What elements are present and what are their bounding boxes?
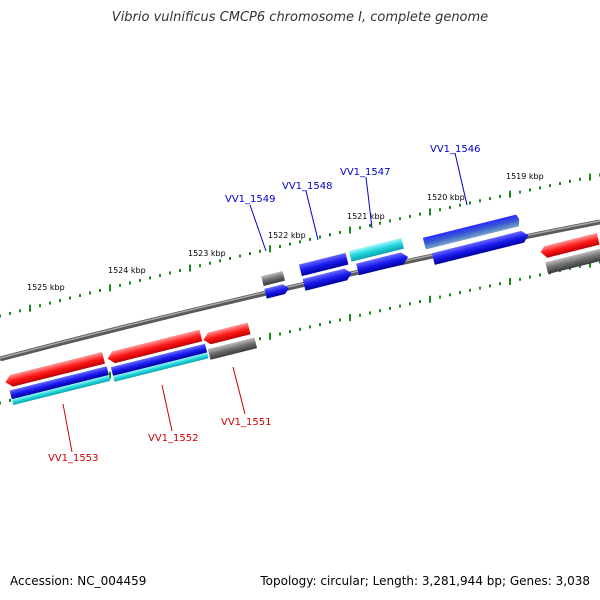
gene-label-line: [161, 384, 173, 432]
gene-label-vv1-1549: VV1_1549: [225, 194, 276, 205]
gene-label-vv1-1553: VV1_1553: [48, 453, 99, 464]
kbp-label-1523: 1523 kbp: [188, 249, 226, 258]
kbp-label-1520: 1520 kbp: [427, 193, 465, 202]
gene-arrow: [261, 270, 285, 286]
gene-label-vv1-1552: VV1_1552: [148, 433, 199, 444]
gene-arrow: [540, 233, 600, 258]
gene-arrow: [264, 284, 289, 299]
gene-arrow: [107, 329, 203, 364]
kbp-label-1521: 1521 kbp: [347, 212, 385, 221]
gene-label-line: [305, 190, 319, 241]
gene-arrow: [110, 343, 208, 376]
kbp-label-1525: 1525 kbp: [27, 283, 65, 292]
gene-label-vv1-1546: VV1_1546: [430, 144, 481, 155]
page-title: Vibrio vulnificus CMCP6 chromosome I, co…: [111, 10, 489, 25]
outer-tick-row: [0, 173, 600, 318]
gene-arrow: [9, 366, 109, 400]
kbp-label-1524: 1524 kbp: [108, 266, 146, 275]
kbp-label-1519: 1519 kbp: [506, 172, 544, 181]
gene-arrow: [207, 337, 258, 360]
gene-arrow: [5, 351, 105, 387]
gene-label-line: [232, 366, 246, 415]
gene-arrow: [302, 268, 352, 291]
gene-label-line: [365, 176, 373, 229]
gene-arrow: [113, 352, 209, 382]
gene-label-vv1-1548: VV1_1548: [282, 181, 333, 192]
kbp-label-1522: 1522 kbp: [268, 231, 306, 240]
gene-arrow: [298, 252, 349, 277]
accession-footer: Accession: NC_004459: [10, 574, 147, 588]
gene-arrow: [348, 237, 404, 262]
gene-label-vv1-1551: VV1_1551: [221, 417, 272, 428]
gene-arrow: [356, 252, 409, 276]
gene-label-line: [249, 204, 267, 252]
gene-arrow: [422, 214, 520, 250]
gene-label-line: [454, 152, 468, 206]
gene-arrow: [203, 322, 251, 345]
gene-label-line: [62, 403, 73, 453]
gene-arrow: [545, 248, 600, 274]
gene-arrow: [11, 375, 111, 406]
gene-arrow: [431, 230, 529, 265]
genome-stats-footer: Topology: circular; Length: 3,281,944 bp…: [260, 574, 590, 588]
gene-label-vv1-1547: VV1_1547: [340, 167, 391, 178]
